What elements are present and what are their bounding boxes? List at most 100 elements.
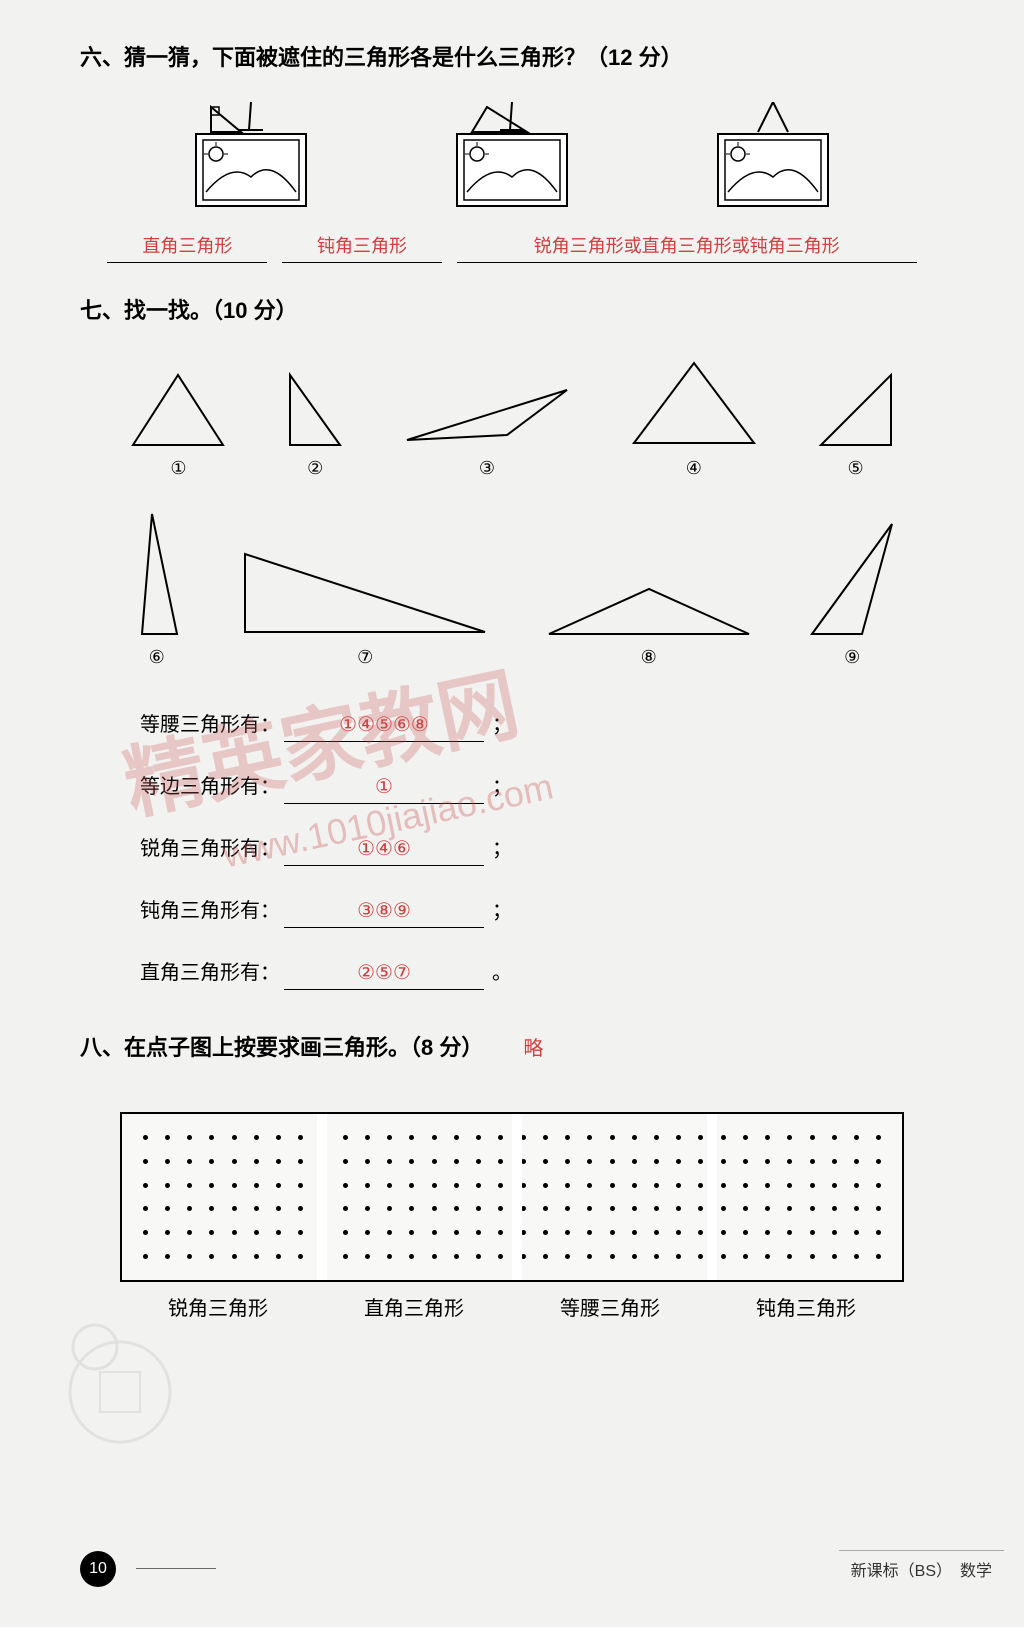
classification-value-3: ①④⑥ (284, 836, 484, 866)
grid-dot (565, 1159, 570, 1164)
grid-dot (276, 1135, 281, 1140)
grid-dot (254, 1230, 259, 1235)
grid-dot (654, 1183, 659, 1188)
triangle-5: ⑤ (811, 365, 901, 479)
grid-dot (165, 1183, 170, 1188)
classification-punct-1: ； (492, 708, 512, 737)
grid-dot (187, 1206, 192, 1211)
triangle-6: ⑥ (122, 509, 192, 668)
triangle-label-4: ④ (686, 458, 702, 479)
grid-dot (254, 1183, 259, 1188)
grid-dot (498, 1135, 503, 1140)
grid-dot (676, 1183, 681, 1188)
grid-dot (343, 1254, 348, 1259)
grid-dot (854, 1230, 859, 1235)
grid-dot (187, 1254, 192, 1259)
page-footer: 10 新课标（BS） 数学 (80, 1550, 1004, 1587)
classification-label-4: 钝角三角形有： (140, 894, 280, 923)
classification-label-2: 等边三角形有： (140, 770, 280, 799)
grid-dot (365, 1135, 370, 1140)
grid-dot (365, 1183, 370, 1188)
grid-dot (654, 1206, 659, 1211)
grid-dot (543, 1206, 548, 1211)
grid-dot (654, 1135, 659, 1140)
grid-dot (876, 1135, 881, 1140)
grid-dot (143, 1230, 148, 1235)
grid-dot (232, 1159, 237, 1164)
section-8-answer: 略 (523, 1032, 543, 1061)
grid-dot (476, 1135, 481, 1140)
grid-dot (810, 1254, 815, 1259)
grid-dot (543, 1254, 548, 1259)
classification-label-5: 直角三角形有： (140, 956, 280, 985)
classification-line-4: 钝角三角形有： ③⑧⑨ ； (140, 894, 884, 928)
grid-dot (632, 1183, 637, 1188)
triangle-label-3: ③ (479, 458, 495, 479)
triangles-row-1: ① ② ③ ④ ⑤ (100, 355, 924, 479)
grid-label-3: 等腰三角形 (560, 1292, 660, 1321)
triangle-2: ② (280, 365, 350, 479)
grid-dot (565, 1206, 570, 1211)
grid-dot (610, 1230, 615, 1235)
grid-dot (587, 1230, 592, 1235)
grid-dot (498, 1206, 503, 1211)
grid-dot (698, 1183, 703, 1188)
grid-dot (876, 1159, 881, 1164)
grid-dot (765, 1159, 770, 1164)
grid-dot (743, 1206, 748, 1211)
grid-dot (343, 1135, 348, 1140)
grid-dot (854, 1183, 859, 1188)
classification-punct-2: ； (492, 770, 512, 799)
triangle-3: ③ (397, 380, 577, 479)
grid-dot (143, 1183, 148, 1188)
grid-dot (654, 1254, 659, 1259)
section-8-heading-row: 八、在点子图上按要求画三角形。（8 分） 略 (80, 1030, 944, 1082)
grid-dot (409, 1159, 414, 1164)
triangle-label-1: ① (170, 458, 186, 479)
grid-dot (165, 1206, 170, 1211)
grid-dot (743, 1230, 748, 1235)
grid-separator-1 (317, 1114, 327, 1280)
grid-dot (276, 1183, 281, 1188)
triangle-label-2: ② (307, 458, 323, 479)
grid-dot (276, 1254, 281, 1259)
grid-dot (254, 1159, 259, 1164)
grid-dot (765, 1206, 770, 1211)
grid-dot (587, 1135, 592, 1140)
grid-dot (209, 1206, 214, 1211)
classification-punct-5: 。 (492, 956, 512, 985)
grid-dot (409, 1206, 414, 1211)
answer-6-3: 锐角三角形或直角三角形或钝角三角形 (457, 232, 917, 263)
grid-dot (610, 1135, 615, 1140)
classification-answers: 等腰三角形有： ①④⑤⑥⑧ ； 等边三角形有： ① ； 锐角三角形有： ①④⑥ … (140, 708, 884, 990)
section-6: 六、猜一猜，下面被遮住的三角形各是什么三角形？（12 分） (80, 40, 944, 263)
grid-dot (498, 1254, 503, 1259)
grid-dot (676, 1230, 681, 1235)
grid-dot (565, 1183, 570, 1188)
grid-dot (165, 1159, 170, 1164)
section-8-heading: 八、在点子图上按要求画三角形。（8 分） (80, 1030, 483, 1062)
grid-dot (721, 1230, 726, 1235)
grid-dot (476, 1230, 481, 1235)
grid-dot (832, 1135, 837, 1140)
grid-dot (854, 1254, 859, 1259)
pictures-row (120, 102, 904, 212)
picture-frame-2 (442, 102, 582, 212)
grid-dot (454, 1159, 459, 1164)
grid-dot (787, 1254, 792, 1259)
grid-dot (476, 1206, 481, 1211)
grid-dot (165, 1230, 170, 1235)
grid-dot (832, 1206, 837, 1211)
grid-dot (721, 1183, 726, 1188)
grid-dot (876, 1206, 881, 1211)
grid-dot (209, 1230, 214, 1235)
grid-dot (209, 1254, 214, 1259)
grid-dot (454, 1254, 459, 1259)
grid-dot (432, 1254, 437, 1259)
grid-dot (387, 1183, 392, 1188)
grid-dot (676, 1159, 681, 1164)
grid-dot (787, 1159, 792, 1164)
footer-line (136, 1568, 216, 1569)
triangle-label-9: ⑨ (844, 647, 860, 668)
grid-dot (498, 1183, 503, 1188)
